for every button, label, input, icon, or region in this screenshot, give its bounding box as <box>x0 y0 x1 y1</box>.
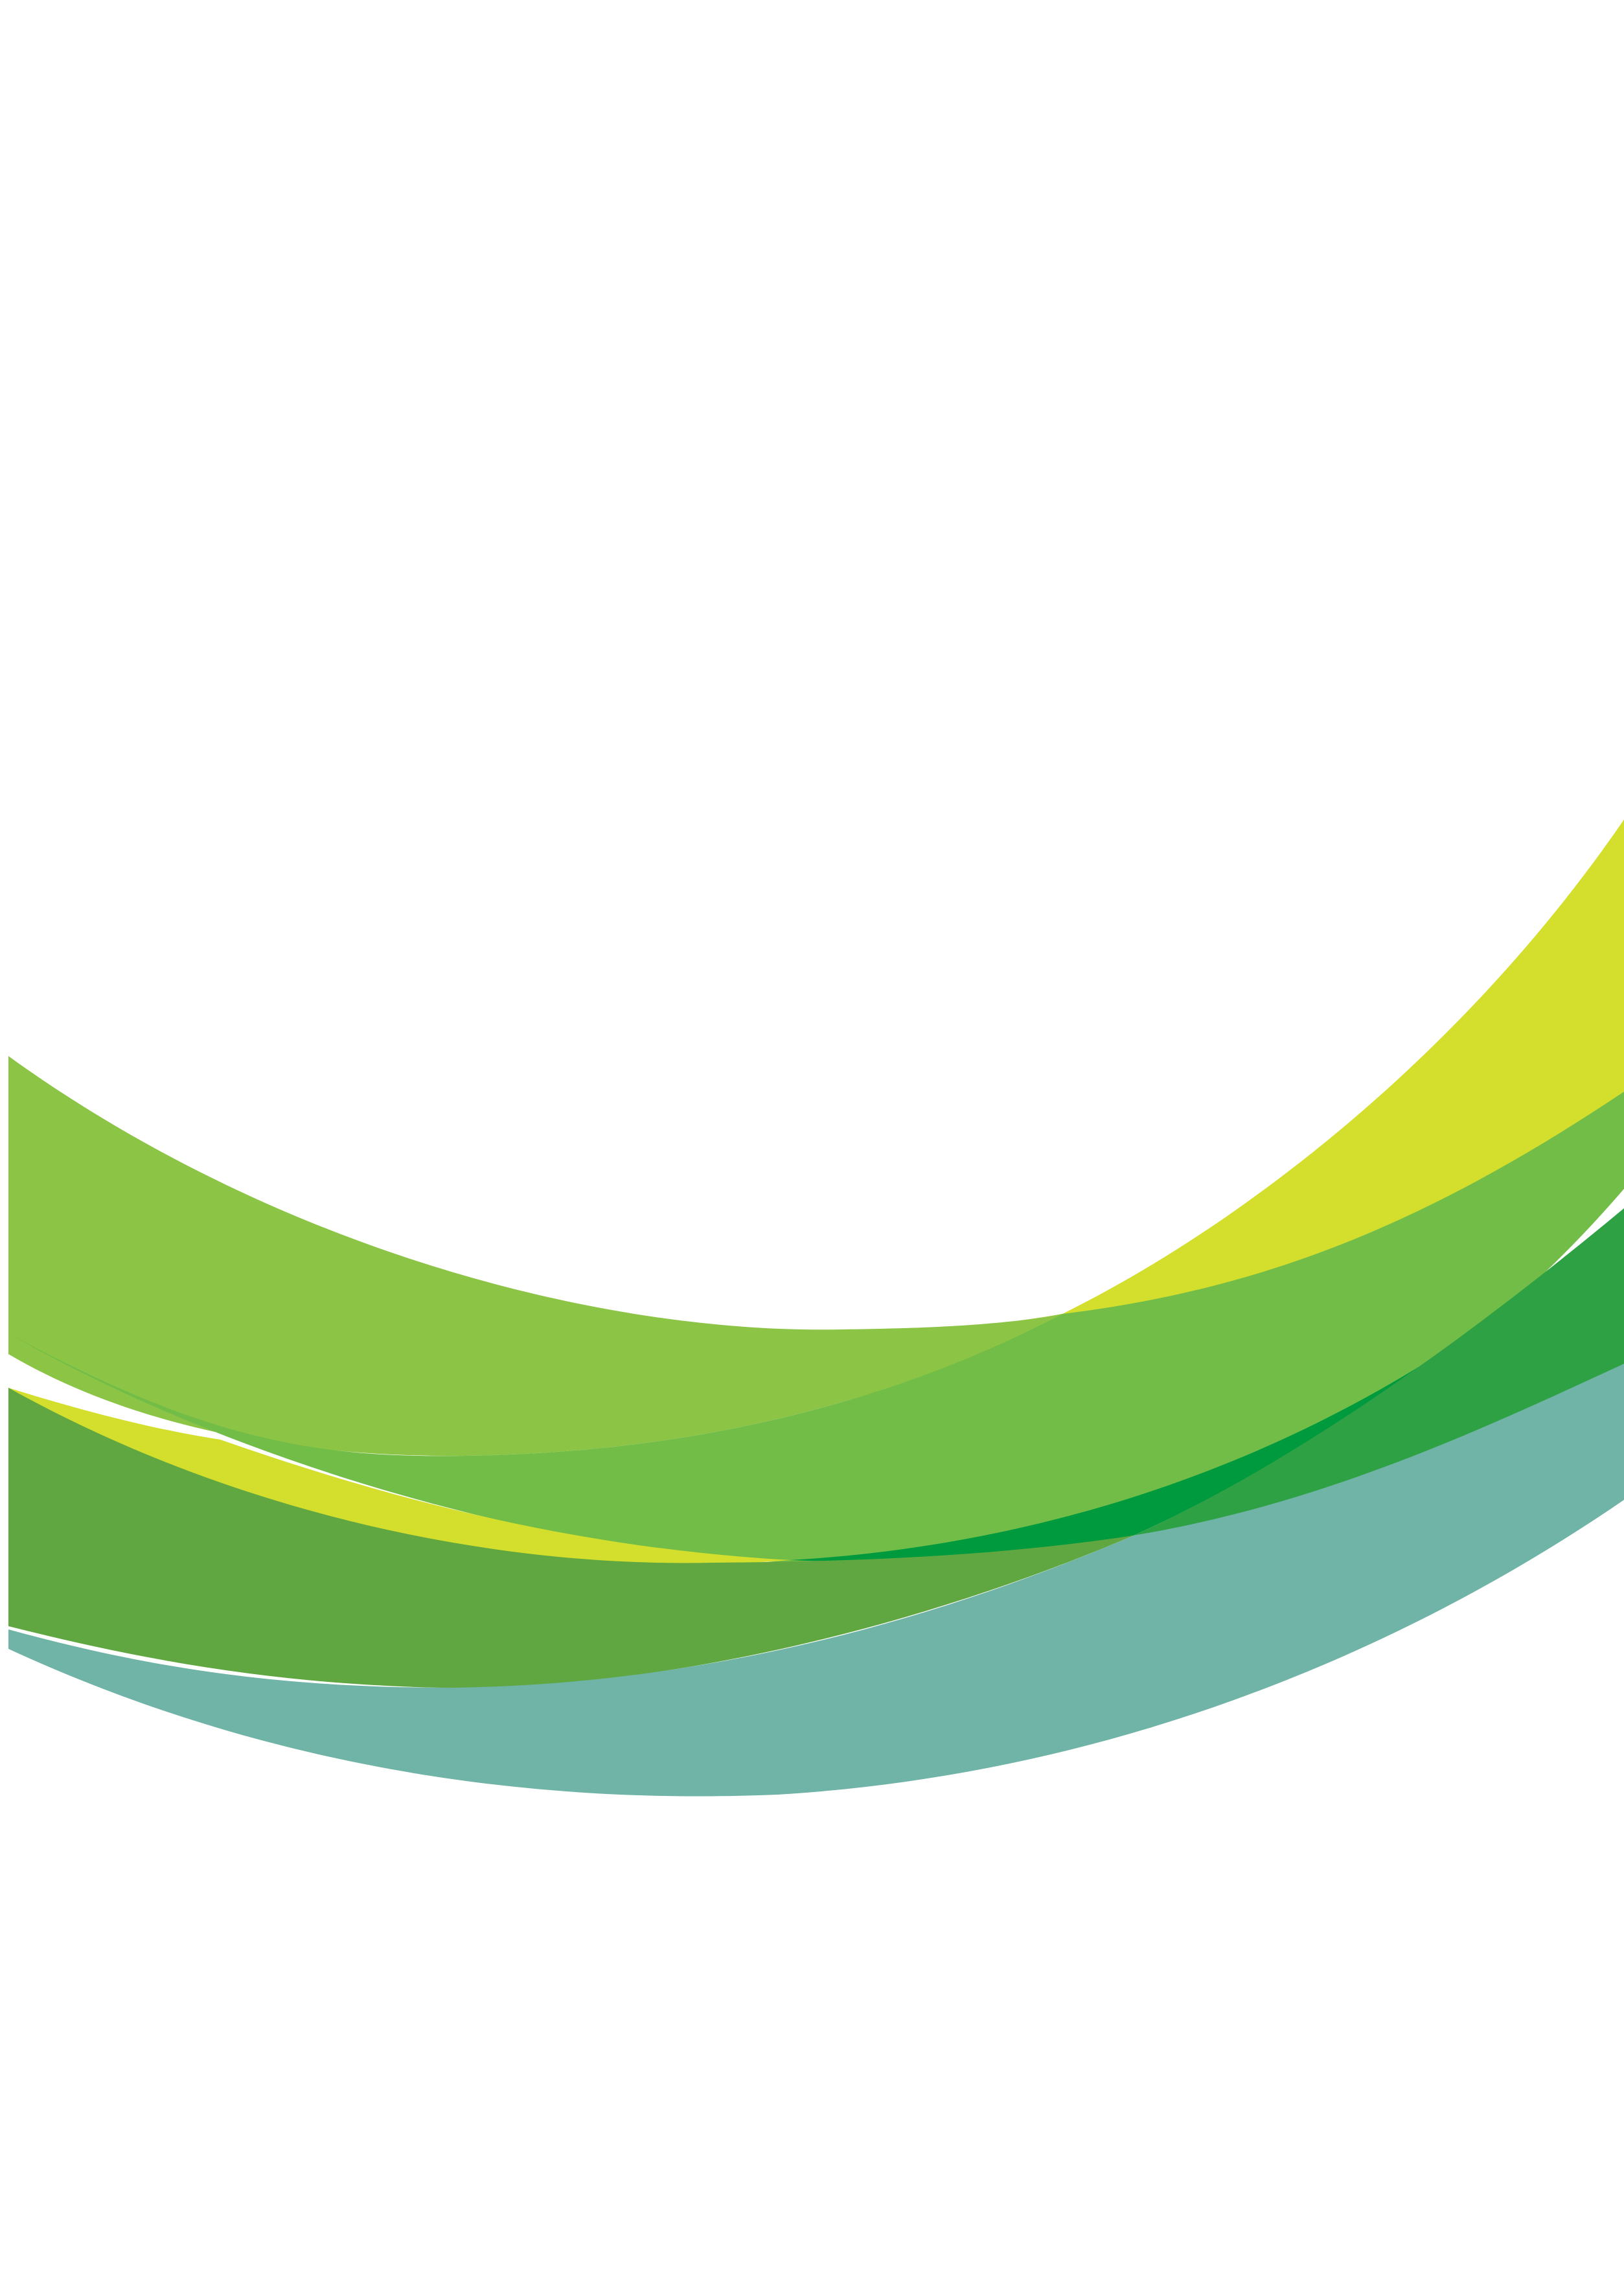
wave-deep-green <box>790 1212 1624 1562</box>
wave-light-green <box>8 1056 1062 1456</box>
wave-teal <box>8 1364 1624 1797</box>
wave-mid-green <box>8 1092 1624 1563</box>
wave-olive-green <box>8 1388 1134 1688</box>
